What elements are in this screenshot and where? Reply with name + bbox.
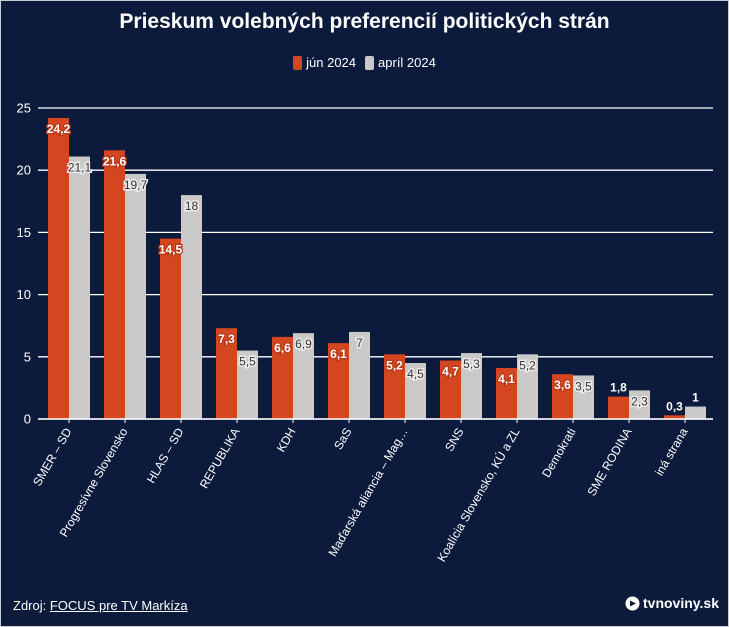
x-tick-label: SME RODINA <box>584 426 634 499</box>
legend-label-jun: jún 2024 <box>306 55 357 70</box>
x-tick-label: HLAS – SD <box>144 425 187 485</box>
y-tick-label: 0 <box>24 412 31 427</box>
data-label-april: 5,3 <box>463 357 480 371</box>
data-label-jun: 4,7 <box>442 365 459 379</box>
source-note: Zdroj: FOCUS pre TV Markíza <box>13 598 188 613</box>
bar-jun <box>440 360 461 419</box>
data-label-april: 1 <box>692 391 699 405</box>
source-label: Zdroj: <box>13 598 47 613</box>
bar-jun <box>384 354 405 419</box>
legend-item-jun[interactable]: jún 2024 <box>293 55 356 70</box>
bar-april <box>349 331 370 419</box>
data-label-jun: 6,1 <box>330 347 347 361</box>
y-tick-label: 15 <box>17 225 31 240</box>
data-label-jun: 5,2 <box>386 358 403 372</box>
bar-jun <box>104 150 125 419</box>
x-tick-label: SNS <box>442 426 466 454</box>
bar-april <box>69 156 90 420</box>
data-label-jun: 4,1 <box>498 372 515 386</box>
data-label-jun: 21,6 <box>103 154 127 168</box>
legend-label-april: apríl 2024 <box>378 55 436 70</box>
data-label-jun: 1,8 <box>610 381 627 395</box>
x-tick-label: SaS <box>331 426 354 453</box>
x-tick-label: KDH <box>274 426 299 455</box>
bar-jun <box>328 343 349 419</box>
tvnoviny-logo-icon <box>625 596 640 610</box>
brand-name: tvnoviny.sk <box>643 595 719 611</box>
legend-item-april[interactable]: apríl 2024 <box>365 55 436 70</box>
bar-april <box>293 333 314 419</box>
bar-april <box>517 354 538 419</box>
bar-april <box>237 350 258 419</box>
data-label-jun: 3,6 <box>554 378 571 392</box>
data-label-april: 19,7 <box>124 178 148 192</box>
x-tick-label: SMER – SD <box>30 425 75 488</box>
data-label-jun: 6,6 <box>274 341 291 355</box>
brand-logo[interactable]: tvnoviny.sk <box>625 595 719 611</box>
x-tick-label: iná strana <box>652 425 691 478</box>
y-tick-label: 20 <box>17 163 31 178</box>
data-label-april: 3,5 <box>575 379 592 393</box>
source-link[interactable]: FOCUS pre TV Markíza <box>49 598 188 613</box>
x-tick-label: Demokrati <box>539 426 578 480</box>
data-label-april: 6,9 <box>295 337 312 351</box>
bar-april <box>461 353 482 419</box>
bar-jun <box>272 336 293 419</box>
data-label-jun: 24,2 <box>47 122 71 136</box>
legend-swatch-jun <box>293 55 303 70</box>
bar-april <box>181 195 202 419</box>
bar-layer <box>48 117 706 420</box>
bar-jun <box>160 238 181 419</box>
data-label-layer: 24,221,614,57,36,6 6,15,2 4,74,1 3,6 1,80,32… <box>46 121 700 414</box>
y-tick-label: 25 <box>17 101 31 116</box>
bar-april <box>685 406 706 419</box>
bar-jun <box>496 367 517 419</box>
data-label-jun: 0,3 <box>666 399 683 413</box>
data-label-jun: 14,5 <box>159 243 183 257</box>
y-tick-label: 5 <box>24 349 31 364</box>
x-tick-label: REPUBLIKA <box>197 426 243 491</box>
legend-swatch-april <box>365 55 375 70</box>
data-label-april: 5,5 <box>239 355 256 369</box>
bar-april <box>629 390 650 419</box>
bar-jun <box>216 328 237 419</box>
data-label-april: 18 <box>185 199 199 213</box>
data-label-april: 2,3 <box>631 394 648 408</box>
bar-jun <box>664 415 685 419</box>
bar-april <box>125 173 146 419</box>
chart-title: Prieskum volebných preferencií politický… <box>119 10 610 33</box>
data-label-jun: 7,3 <box>218 332 235 346</box>
bar-april <box>573 375 594 419</box>
data-label-april: 7 <box>356 336 363 350</box>
legend: jún 2024 apríl 2024 <box>1 55 728 70</box>
data-label-april: 4,5 <box>407 367 424 381</box>
data-label-april: 21,1 <box>68 161 92 175</box>
bar-jun <box>608 396 629 419</box>
data-label-april: 5,2 <box>519 358 536 372</box>
bar-april <box>405 363 426 419</box>
grid-layer: 0 5 10 15 20 25 <box>17 101 713 427</box>
bar-jun <box>552 374 573 419</box>
bar-jun <box>48 117 69 420</box>
y-tick-label: 10 <box>17 287 31 302</box>
